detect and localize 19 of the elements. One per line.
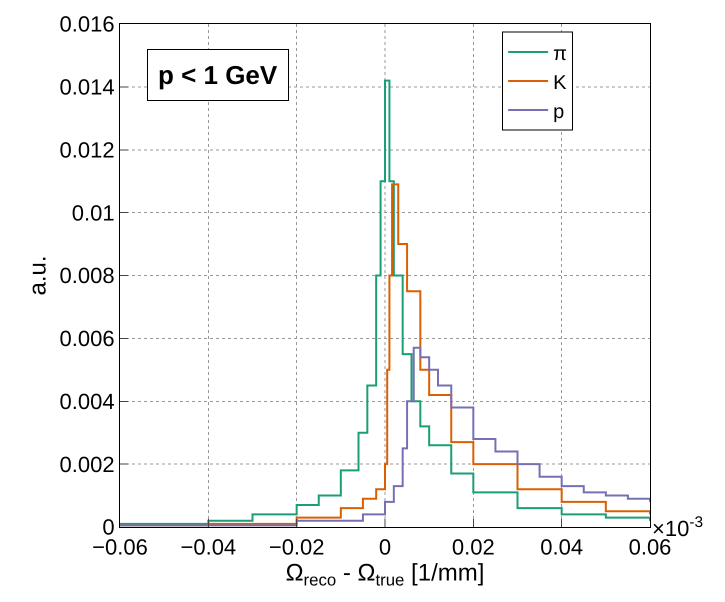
y-tick-label: 0.006 bbox=[60, 326, 115, 352]
x-tick-label: −0.02 bbox=[268, 534, 325, 560]
x-axis-title: Ω$_{reco}$ - Ω$_{true}$ [1/mm] bbox=[286, 559, 484, 590]
x-tick-label: 0.02 bbox=[452, 534, 495, 560]
y-tick-label: 0.016 bbox=[60, 12, 115, 37]
y-tick-label: 0.014 bbox=[60, 74, 115, 100]
y-axis-title: a.u. bbox=[24, 255, 52, 296]
y-tick-label: 0.01 bbox=[72, 200, 115, 226]
y-tick-label: 0.002 bbox=[60, 452, 115, 477]
x-tick-label: −0.04 bbox=[180, 534, 236, 560]
legend-label: π bbox=[553, 42, 567, 65]
annotation: p < 1 GeV bbox=[158, 60, 278, 90]
x-tick-label: 0.04 bbox=[540, 534, 584, 560]
legend-label: p bbox=[553, 100, 564, 123]
y-tick-label: 0.008 bbox=[60, 263, 115, 288]
x-tick-label: 0 bbox=[378, 534, 392, 560]
y-tick-label: 0.004 bbox=[60, 388, 115, 414]
legend-label: K bbox=[553, 72, 568, 94]
y-tick-label: 0.012 bbox=[60, 137, 115, 162]
